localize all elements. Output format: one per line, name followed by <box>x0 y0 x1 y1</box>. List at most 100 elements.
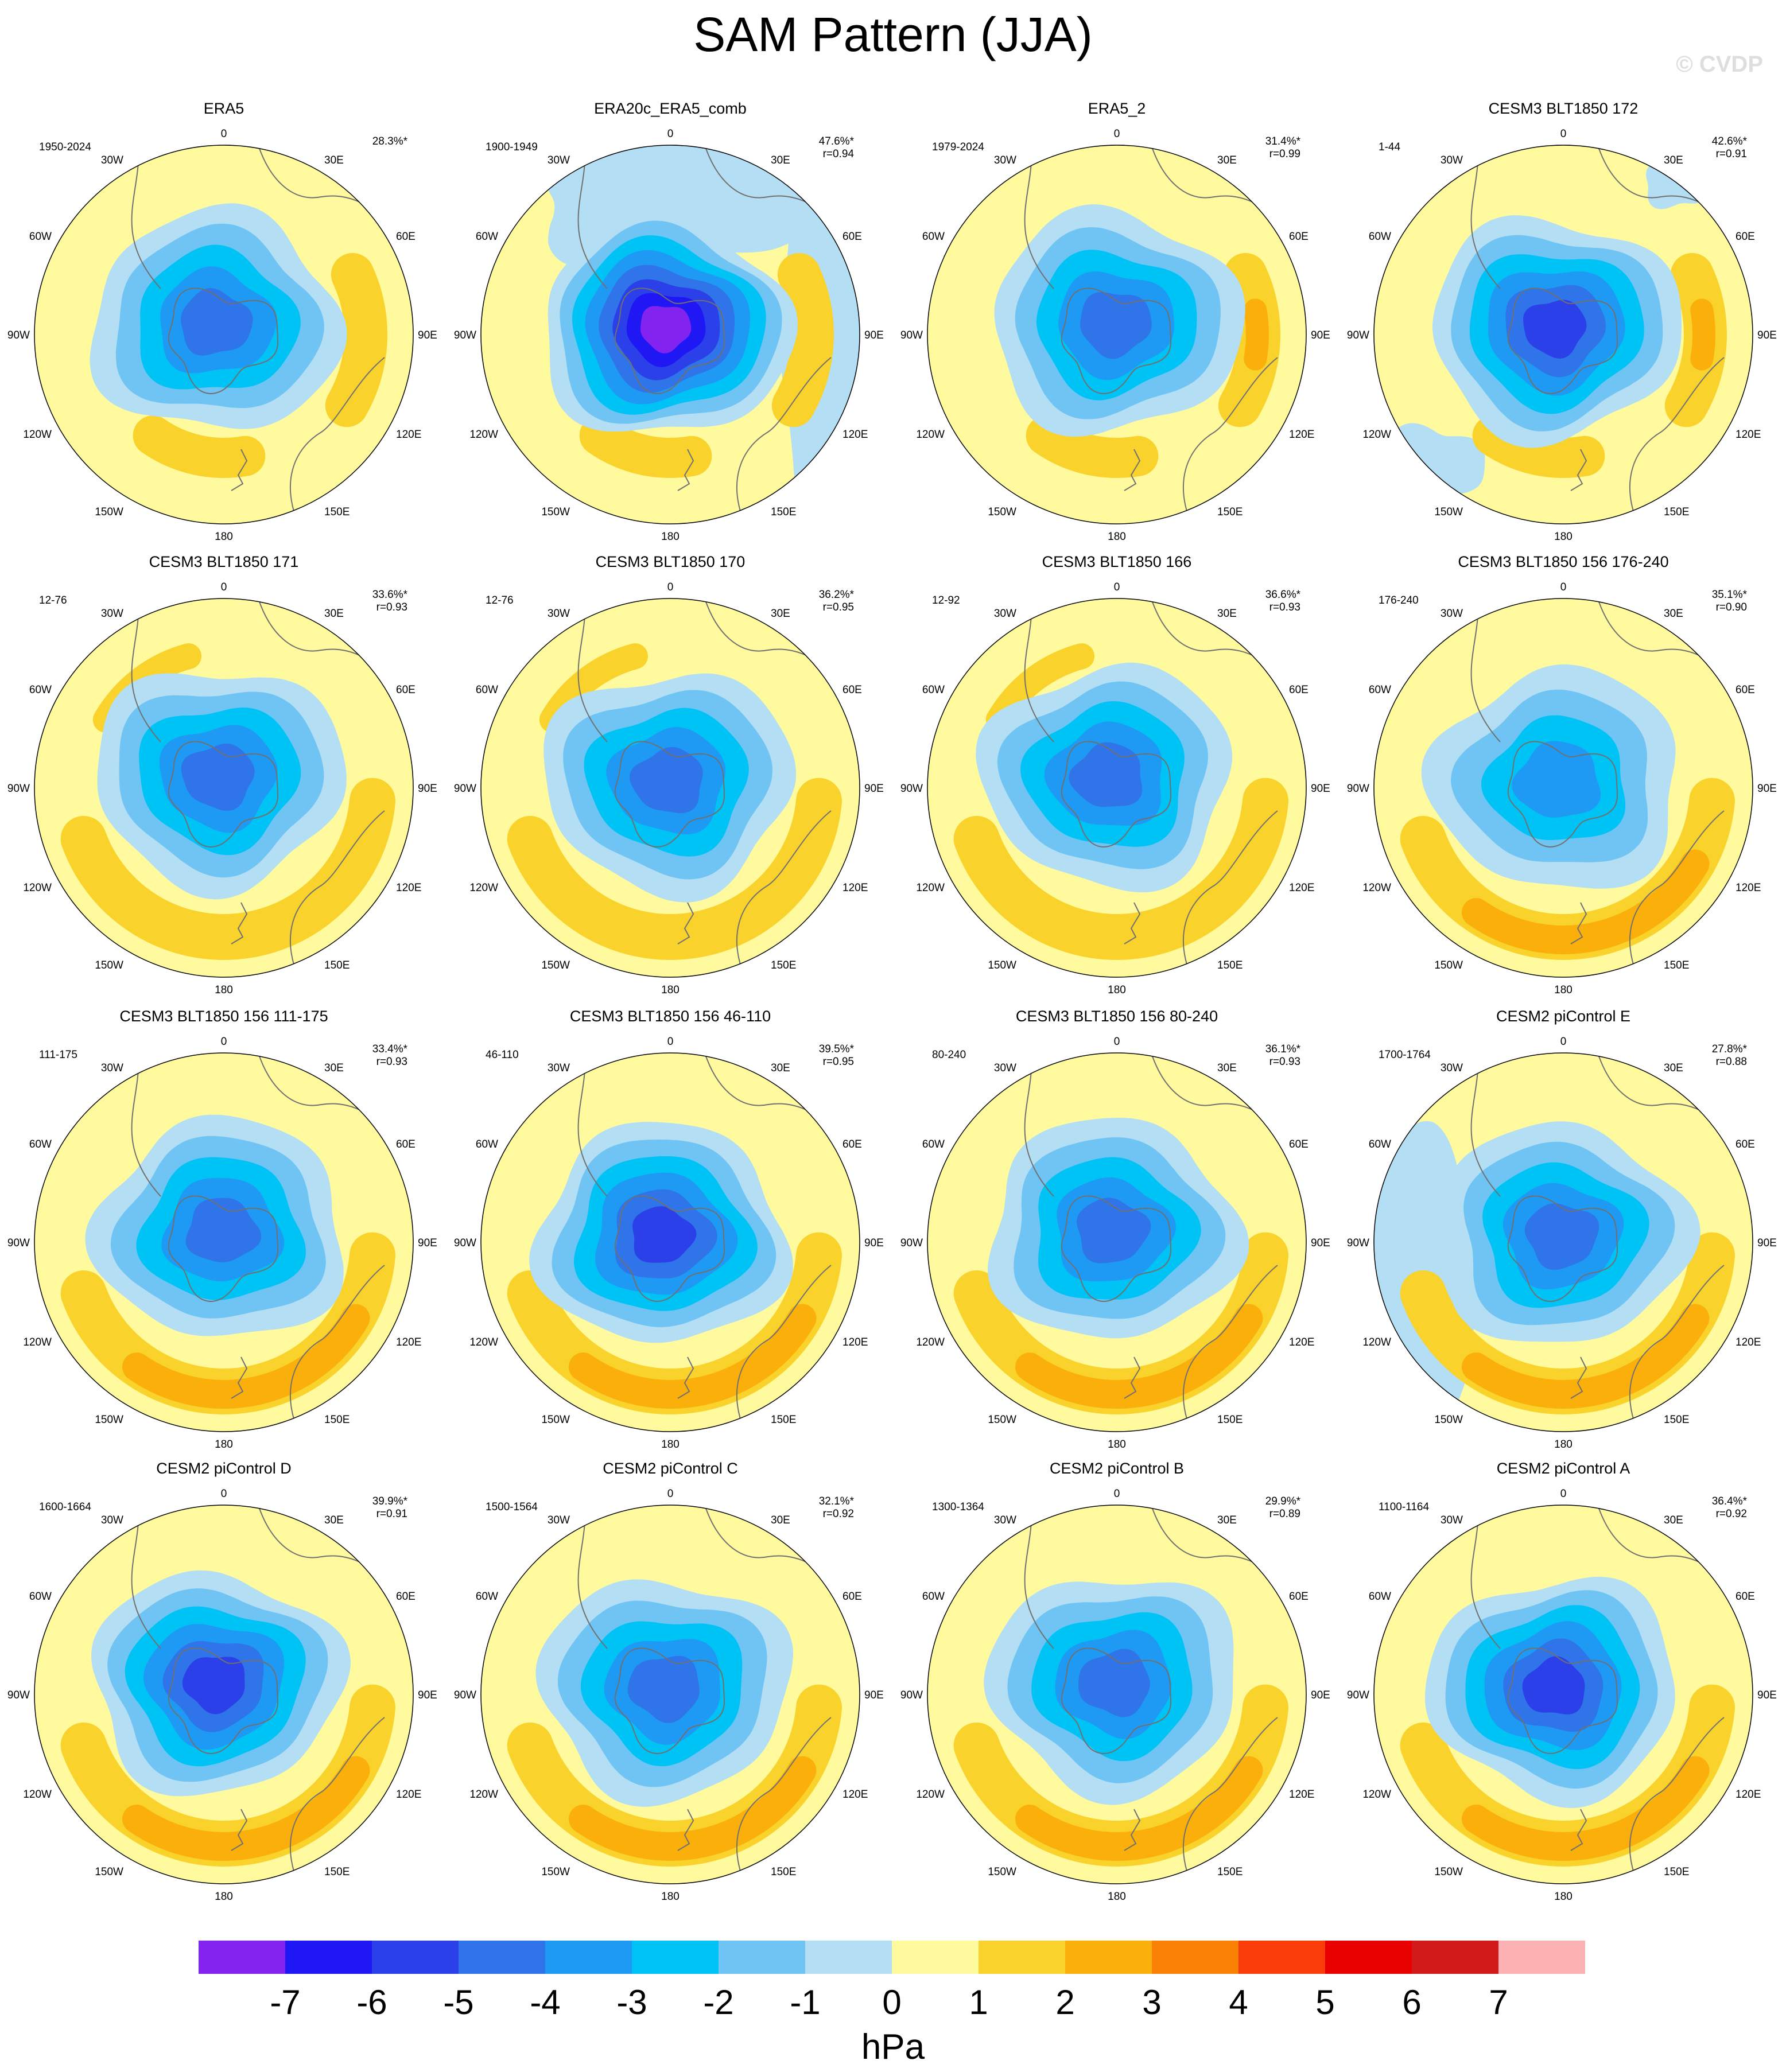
years-label: 80-240 <box>932 1049 966 1061</box>
map-svg: ERA5_2 0 180 30W 30E 60W 60E 90W 90E 120W 120E 150W… <box>900 100 1330 543</box>
field-contour <box>1374 1121 1474 1432</box>
map-panel: CESM2 piControl A 0 180 30W 30E 60W 60E 90W 90E 1… <box>1340 1457 1786 1911</box>
coastline <box>231 902 248 944</box>
longitude-label: 60W <box>476 1138 498 1150</box>
coastline <box>168 287 279 394</box>
coastline <box>677 449 694 491</box>
longitude-label: 150E <box>324 506 350 518</box>
longitude-label: 150W <box>1434 1866 1463 1878</box>
panel-title: ERA5 <box>204 100 244 117</box>
variance-label: 33.4%* <box>372 1043 408 1055</box>
longitude-label: 150E <box>1664 959 1689 971</box>
longitude-label: 120E <box>842 882 868 894</box>
longitude-label: 0 <box>1560 1036 1567 1048</box>
field-contour <box>569 1756 817 1861</box>
field-contour <box>630 747 703 814</box>
years-label: 1950-2024 <box>39 141 91 153</box>
colorbar-swatch <box>1065 1941 1152 1974</box>
longitude-label: 150E <box>1664 1866 1689 1878</box>
longitude-label: 60E <box>1289 231 1309 243</box>
field-contour <box>953 778 1289 960</box>
map-svg: CESM3 BLT1850 156 46-110 0 180 30W 30E 60W 60E… <box>454 1008 884 1451</box>
colorbar-swatch <box>459 1941 545 1974</box>
longitude-label: 60W <box>1369 231 1391 243</box>
longitude-label: 120W <box>916 429 945 441</box>
longitude-label: 0 <box>667 1488 674 1500</box>
longitude-label: 120W <box>1362 1336 1391 1348</box>
correlation-label: r=0.93 <box>1269 601 1300 613</box>
colorbar-swatch <box>805 1941 892 1974</box>
coastline <box>1507 1647 1618 1754</box>
panel-title: CESM3 BLT1850 172 <box>1489 100 1639 117</box>
longitude-label: 150E <box>1217 506 1243 518</box>
map-boundary <box>1373 145 1753 524</box>
longitude-label: 120E <box>842 1789 868 1801</box>
longitude-label: 30W <box>1441 1062 1463 1074</box>
longitude-label: 60W <box>922 1138 945 1150</box>
colorbar: -7 -6 -5 -4 -3 -2 -1 0 1 2 3 4 5 6 7 hPa <box>0 1939 1786 2069</box>
longitude-label: 150E <box>771 1866 796 1878</box>
longitude-label: 30E <box>1217 154 1237 166</box>
longitude-label: 90W <box>900 1237 923 1249</box>
variance-label: 36.2%* <box>819 589 855 601</box>
longitude-label: 150W <box>541 506 570 518</box>
longitude-label: 0 <box>1114 1488 1120 1500</box>
panel-title: CESM3 BLT1850 156 80-240 <box>1016 1008 1218 1025</box>
longitude-label: 150E <box>324 1866 350 1878</box>
map-panel: ERA20c_ERA5_comb 0 180 30W 30E 60W 60E 90W 90E 12… <box>446 98 893 551</box>
correlation-label: r=0.91 <box>376 1508 407 1520</box>
longitude-label: 90E <box>1757 1237 1777 1249</box>
longitude-label: 180 <box>1108 1439 1126 1451</box>
longitude-label: 90E <box>864 783 884 795</box>
longitude-label: 60E <box>396 231 416 243</box>
longitude-label: 0 <box>221 1488 227 1500</box>
longitude-label: 60W <box>29 684 52 696</box>
colorbar-swatch <box>1498 1941 1585 1974</box>
longitude-label: 90E <box>1757 1689 1777 1701</box>
colorbar-tick: 1 <box>969 1983 988 2022</box>
longitude-label: 30E <box>1217 1062 1237 1074</box>
longitude-label: 30W <box>994 608 1016 620</box>
colorbar-units: hPa <box>861 2027 925 2067</box>
longitude-label: 90W <box>1347 329 1369 341</box>
longitude-label: 30W <box>101 1514 123 1526</box>
years-label: 1979-2024 <box>932 141 984 153</box>
field-contour <box>1512 741 1601 818</box>
longitude-label: 60E <box>842 1591 862 1603</box>
longitude-label: 30E <box>771 1514 790 1526</box>
longitude-label: 0 <box>667 581 674 593</box>
colorbar-swatch <box>372 1941 459 1974</box>
longitude-label: 30E <box>1217 1514 1237 1526</box>
longitude-label: 60E <box>1735 1138 1755 1150</box>
colorbar-swatch <box>1412 1941 1498 1974</box>
longitude-label: 150W <box>988 959 1016 971</box>
longitude-label: 60E <box>842 684 862 696</box>
longitude-label: 120E <box>1735 1336 1761 1348</box>
field-contour <box>627 1655 700 1723</box>
longitude-label: 60E <box>1289 1138 1309 1150</box>
colorbar-tick: -6 <box>356 1983 387 2022</box>
longitude-label: 90E <box>864 1689 884 1701</box>
map-field <box>481 1505 860 1884</box>
field-contour <box>632 1206 697 1263</box>
coastline <box>1629 810 1725 977</box>
longitude-label: 150E <box>324 959 350 971</box>
longitude-label: 90E <box>1311 1237 1330 1249</box>
longitude-label: 150W <box>95 959 123 971</box>
variance-label: 36.1%* <box>1265 1043 1301 1055</box>
longitude-label: 150E <box>771 1414 796 1426</box>
years-label: 1900-1949 <box>486 141 538 153</box>
field-contour <box>1244 298 1269 371</box>
longitude-label: 150E <box>324 1414 350 1426</box>
longitude-label: 120E <box>396 1789 421 1801</box>
panel-title: CESM2 piControl E <box>1496 1008 1630 1025</box>
correlation-label: r=0.92 <box>1716 1508 1747 1520</box>
map-boundary <box>34 1052 414 1432</box>
longitude-label: 30E <box>1664 1514 1683 1526</box>
longitude-label: 90W <box>454 1689 476 1701</box>
variance-label: 39.9%* <box>372 1495 408 1507</box>
variance-label: 36.6%* <box>1265 589 1301 601</box>
map-boundary <box>480 1505 860 1884</box>
colorbar-tick: 5 <box>1315 1983 1334 2022</box>
longitude-label: 60E <box>1735 231 1755 243</box>
